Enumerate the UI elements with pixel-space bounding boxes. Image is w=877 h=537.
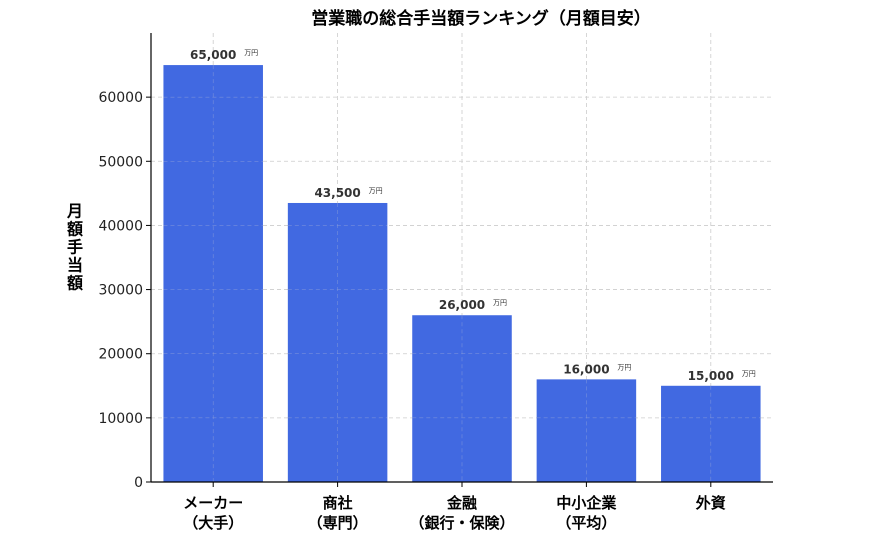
y-axis-label: 月額手当額 (66, 202, 83, 293)
y-tick-label: 50000 (98, 154, 143, 170)
bar (412, 315, 512, 482)
data-label: 15,000 (688, 369, 734, 383)
y-tick-label: 30000 (98, 283, 143, 299)
y-tick-label: 20000 (98, 347, 143, 363)
x-tick-label: 外資 (695, 494, 726, 512)
data-label-unit: 万円 (493, 299, 507, 307)
data-label: 65,000 (190, 48, 236, 62)
y-tick-labels: 0 10000 20000 30000 40000 50000 60000 (98, 90, 143, 491)
y-tick-label: 10000 (98, 411, 143, 427)
data-label-unit: 万円 (617, 363, 631, 371)
bar (287, 202, 388, 482)
axes (146, 33, 773, 487)
x-tick-label: メーカー（大手） (183, 494, 243, 532)
data-label-unit: 万円 (244, 49, 258, 57)
data-label: 26,000 (439, 298, 485, 312)
data-label: 16,000 (563, 362, 609, 376)
y-tick-label: 0 (134, 475, 143, 491)
x-tick-labels: メーカー（大手） 商社（専門） 金融（銀行・保険） 中小企業（平均） 外資 (183, 494, 726, 532)
chart-title: 営業職の総合手当額ランキング（月額目安） (311, 8, 651, 29)
bars (163, 65, 761, 483)
data-label-unit: 万円 (742, 370, 756, 378)
y-tick-label: 60000 (98, 90, 143, 106)
data-label-unit: 万円 (369, 187, 383, 195)
data-labels: 65,000 万円 43,500 万円 26,000 万円 16,000 万円 15,000 万円 (190, 48, 756, 383)
x-tick-label: 金融（銀行・保険） (409, 494, 514, 532)
y-axis-label-text: 月額手当額 (66, 202, 83, 293)
bar (163, 65, 263, 483)
x-tick-label: 中小企業（平均） (556, 494, 617, 532)
data-label: 43,500 (314, 186, 360, 200)
x-tick-label: 商社（専門） (308, 494, 368, 532)
y-tick-label: 40000 (98, 218, 143, 234)
